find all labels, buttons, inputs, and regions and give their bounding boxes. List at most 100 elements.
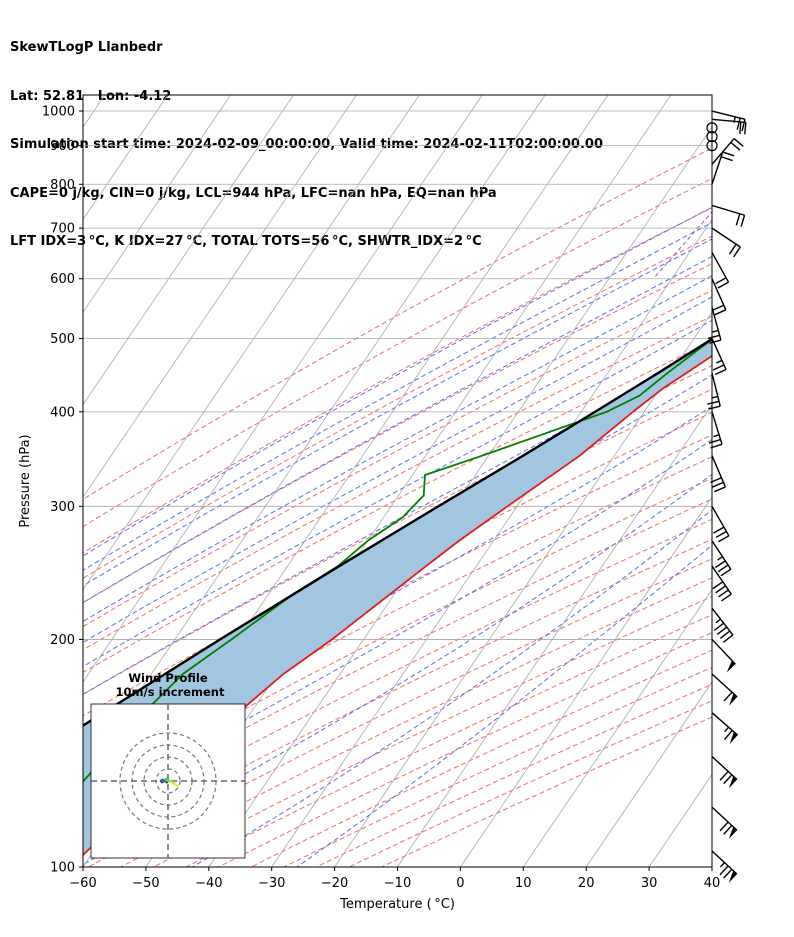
x-tick-label: −20 bbox=[321, 876, 348, 891]
wind-barb-full-feather bbox=[716, 626, 728, 635]
wind-barb-full-feather bbox=[712, 581, 724, 590]
x-tick-label: −10 bbox=[384, 876, 411, 891]
wind-barb-half-feather bbox=[717, 556, 723, 561]
wind-barb-full-feather bbox=[723, 730, 733, 740]
wind-barb-full-feather bbox=[723, 691, 733, 702]
isotherm-line bbox=[522, 588, 712, 867]
wind-barb-full-feather bbox=[712, 481, 724, 488]
isotherm-line bbox=[711, 866, 712, 867]
y-tick-label: 300 bbox=[50, 500, 75, 515]
wind-barb-full-feather bbox=[722, 634, 734, 643]
isotherm-line bbox=[460, 496, 712, 867]
wind-barb-full-feather bbox=[712, 304, 725, 311]
wind-barb-full-feather bbox=[723, 774, 733, 785]
wind-barb-shaft bbox=[711, 278, 727, 311]
wind-barb-full-feather bbox=[723, 868, 733, 879]
wind-barb-full-feather bbox=[712, 364, 725, 371]
wind-barb-half-feather bbox=[711, 395, 718, 399]
moist-adiabat-line bbox=[83, 238, 712, 587]
wind-barb-full-feather bbox=[718, 589, 729, 598]
mixing-ratio-line bbox=[652, 211, 712, 280]
dry-adiabat-line bbox=[83, 498, 712, 816]
mixing-ratio-line bbox=[766, 95, 794, 279]
wind-barb-half-feather bbox=[713, 434, 720, 438]
isotherm-line bbox=[83, 95, 420, 591]
x-tick-label: 10 bbox=[515, 876, 532, 891]
y-tick-label: 400 bbox=[50, 405, 75, 420]
isotherm-line bbox=[83, 95, 231, 313]
wind-barb-full-feather bbox=[720, 156, 733, 162]
isotherm-line bbox=[648, 773, 712, 867]
wind-barb-full-feather bbox=[733, 138, 744, 147]
y-tick-label: 100 bbox=[50, 861, 75, 876]
wind-barb-full-feather bbox=[707, 400, 720, 405]
y-tick-label: 900 bbox=[50, 139, 75, 154]
wind-barb-full-feather bbox=[723, 824, 733, 835]
wind-barb-full-feather bbox=[715, 530, 727, 539]
index-parameters: LFT IDX=3 °C, K IDX=27 °C, TOTAL TOTS=56… bbox=[10, 234, 482, 250]
dry-adiabat-line bbox=[83, 289, 712, 628]
cape-area bbox=[83, 339, 712, 855]
wind-barb-full-feather bbox=[719, 865, 729, 876]
wind-barb-full-feather bbox=[740, 215, 746, 227]
wind-barb-full-feather bbox=[735, 213, 741, 226]
inset-title: Wind Profile bbox=[128, 671, 208, 685]
axes: −60 −50 −40 −30 −20 −10 0 10 20 30 40 1000 900 800 700… bbox=[18, 105, 720, 912]
isotherm-line bbox=[83, 95, 357, 498]
dry-adiabat-line bbox=[83, 315, 712, 651]
wind-barb-full-feather bbox=[719, 770, 729, 781]
wind-barb-pennant bbox=[728, 826, 737, 840]
wind-barb-half-feather bbox=[716, 359, 723, 364]
wind-barb-pennant bbox=[728, 776, 738, 789]
wind-barb-shaft bbox=[711, 118, 746, 124]
wind-barb-full-feather bbox=[714, 486, 726, 493]
moist-adiabat-line bbox=[83, 405, 712, 766]
moist-adiabat-line bbox=[83, 206, 712, 557]
wind-barb-full-feather bbox=[713, 622, 725, 632]
wind-barb-full-feather bbox=[707, 334, 720, 340]
wind-barb-full-feather bbox=[708, 438, 721, 444]
wind-barb-full-feather bbox=[714, 368, 727, 376]
chart-title: SkewTLogP Llanbedr bbox=[10, 40, 163, 56]
wind-barb-full-feather bbox=[736, 117, 741, 130]
wind-barb-full-feather bbox=[720, 568, 732, 577]
wind-barb-pennant bbox=[729, 731, 738, 745]
wind-barb-half-feather bbox=[715, 618, 722, 624]
wind-barb-shaft bbox=[711, 540, 732, 570]
inset-subtitle: 10m/s increment bbox=[116, 685, 225, 699]
dry-adiabat-line bbox=[83, 340, 712, 674]
wind-barb-full-feather bbox=[719, 630, 731, 639]
y-tick-label: 600 bbox=[50, 272, 75, 287]
wind-barb-shaft bbox=[711, 638, 736, 665]
isotherm-line bbox=[83, 95, 294, 406]
x-tick-label: 30 bbox=[641, 876, 658, 891]
wind-barb-shaft bbox=[711, 455, 727, 488]
dry-adiabat-line bbox=[83, 434, 712, 758]
x-tick-label: 40 bbox=[704, 876, 721, 891]
isotherm-line bbox=[334, 311, 712, 867]
wind-barb-half-feather bbox=[719, 862, 725, 868]
x-tick-label: 0 bbox=[456, 876, 464, 891]
wind-barb-half-feather bbox=[712, 329, 719, 333]
y-axis-label: Pressure (hPa) bbox=[18, 434, 33, 527]
mixing-ratio-line bbox=[715, 95, 794, 279]
wind-barb-shaft bbox=[711, 712, 739, 736]
wind-barb-full-feather bbox=[715, 277, 727, 285]
isotherm-line bbox=[208, 126, 712, 867]
isotherm-line bbox=[397, 403, 712, 867]
wind-barb-full-feather bbox=[744, 122, 747, 135]
dry-adiabat-line bbox=[83, 538, 712, 853]
moist-adiabat-line bbox=[296, 544, 712, 867]
wind-barb-full-feather bbox=[714, 560, 726, 569]
wind-barb-full-feather bbox=[714, 309, 727, 316]
y-tick-label: 1000 bbox=[42, 105, 75, 120]
wind-barb-shaft bbox=[711, 252, 730, 283]
wind-barb-shaft bbox=[711, 673, 738, 698]
x-tick-label: −40 bbox=[195, 876, 222, 891]
wind-barb-full-feather bbox=[722, 151, 735, 157]
wind-barb-shaft bbox=[711, 204, 745, 216]
wind-barb-full-feather bbox=[739, 121, 742, 134]
wind-barb-shaft bbox=[711, 227, 741, 248]
